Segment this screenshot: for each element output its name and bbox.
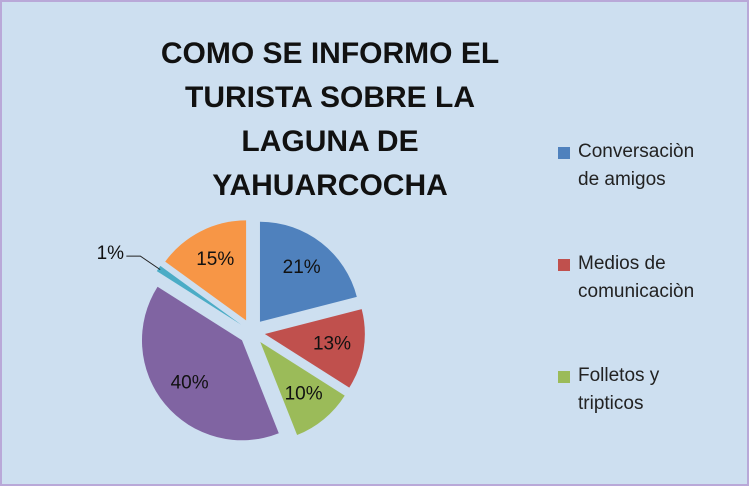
data-label: 13% — [313, 334, 351, 355]
pie-slice — [165, 220, 247, 321]
pie-slice — [141, 286, 279, 441]
data-label: 1% — [97, 243, 125, 264]
chart-title: COMO SE INFORMO EL TURISTA SOBRE LA LAGU… — [160, 37, 500, 202]
legend-item: Folletos y tripticos — [558, 362, 738, 418]
legend-swatch — [558, 259, 570, 271]
legend-swatch — [558, 147, 570, 159]
pie-slice — [156, 265, 242, 325]
legend-item: Medios de comunicaciòn — [558, 250, 738, 306]
legend-label: Medios de comunicaciòn — [578, 253, 695, 302]
data-label: 15% — [196, 249, 234, 270]
legend-swatch — [558, 371, 570, 383]
data-label: 21% — [283, 257, 321, 278]
pie-slice — [260, 342, 345, 435]
legend-label: Conversaciòn de amigos — [578, 141, 695, 190]
pie-slice — [259, 221, 357, 322]
leader-line — [126, 255, 161, 271]
pie-slice — [264, 309, 365, 388]
data-label: 40% — [171, 373, 209, 394]
legend-item: Conversaciòn de amigos — [558, 138, 738, 194]
legend-label: Folletos y tripticos — [578, 365, 660, 414]
data-label: 10% — [285, 383, 323, 404]
